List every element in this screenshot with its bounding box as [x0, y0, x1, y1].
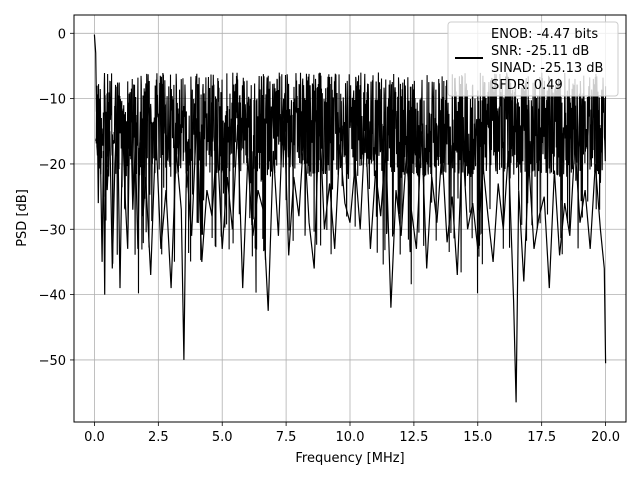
y-tick-label: 0: [58, 27, 66, 42]
legend-snr: SNR: -25.11 dB: [491, 44, 589, 59]
x-axis-ticks: 0.0 2.5 5.0 7.5 10.0 12.5 15.0 17.5 20.0: [84, 422, 620, 445]
psd-series-line: [93, 34, 607, 403]
x-tick-label: 0.0: [84, 430, 105, 445]
y-tick-label: −50: [39, 354, 66, 369]
x-tick-label: 2.5: [148, 430, 169, 445]
y-tick-label: −30: [39, 223, 66, 238]
x-axis-label: Frequency [MHz]: [295, 451, 404, 466]
x-tick-label: 17.5: [527, 430, 556, 445]
x-tick-label: 10.0: [336, 430, 365, 445]
x-tick-label: 15.0: [463, 430, 492, 445]
y-axis-ticks: 0 −10 −20 −30 −40 −50: [39, 27, 74, 369]
y-tick-label: −40: [39, 289, 66, 304]
legend-sfdr: SFDR: 0.49: [491, 78, 563, 93]
series-layer: [93, 34, 607, 403]
psd-noise-trace: [95, 72, 607, 294]
x-tick-label: 5.0: [212, 430, 233, 445]
legend-enob: ENOB: -4.47 bits: [491, 27, 598, 42]
x-tick-label: 20.0: [591, 430, 620, 445]
x-tick-label: 7.5: [276, 430, 297, 445]
y-tick-label: −20: [39, 158, 66, 173]
legend: ENOB: -4.47 bits SNR: -25.11 dB SINAD: -…: [447, 21, 619, 97]
legend-box: [447, 21, 619, 97]
y-tick-label: −10: [39, 93, 66, 108]
x-tick-label: 12.5: [399, 430, 428, 445]
y-axis-label: PSD [dB]: [15, 189, 30, 247]
noise-floor-layer: [95, 72, 607, 294]
legend-sinad: SINAD: -25.13 dB: [491, 61, 603, 76]
